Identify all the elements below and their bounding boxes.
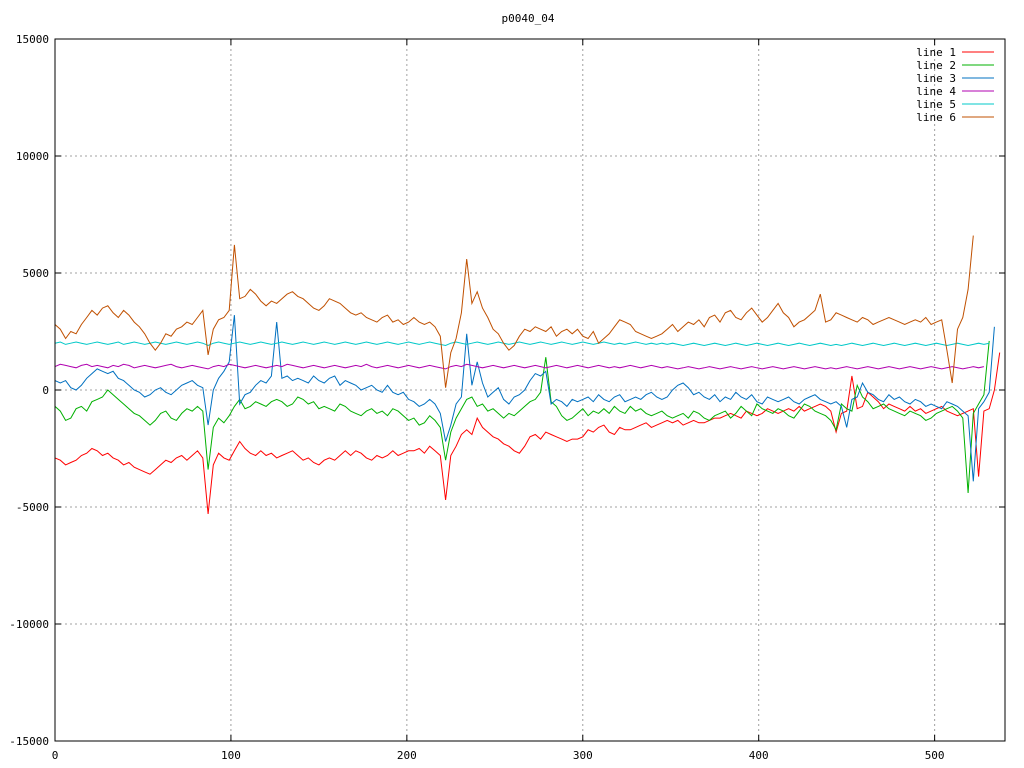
series-group [54, 235, 1001, 515]
x-tick-label: 0 [52, 749, 59, 762]
y-tick-label: -10000 [9, 618, 49, 631]
series-line-2 [54, 340, 990, 494]
axes: 0 100 200 300 400 500 -15000 -10000 -5000 0 5000 10… [9, 33, 1005, 762]
series-line-4 [54, 363, 985, 370]
x-tick-label: 200 [397, 749, 417, 762]
x-tick-label: 300 [573, 749, 593, 762]
legend-label: line 3 [916, 72, 956, 85]
y-tick-label: 5000 [23, 267, 50, 280]
series-line-1 [54, 352, 1001, 515]
legend-label: line 4 [916, 85, 956, 98]
series-line-5 [54, 341, 990, 347]
y-tick-label: 15000 [16, 33, 49, 46]
series-line-6 [54, 235, 974, 388]
y-tick-label: -15000 [9, 735, 49, 748]
chart-title: p0040_04 [502, 12, 555, 25]
x-tick-label: 100 [221, 749, 241, 762]
legend-label: line 1 [916, 46, 956, 59]
y-tick-label: 10000 [16, 150, 49, 163]
y-tick-label: 0 [42, 384, 49, 397]
grid [55, 39, 1005, 741]
legend-label: line 6 [916, 111, 956, 124]
series-line-3 [54, 315, 995, 482]
y-tick-label: -5000 [16, 501, 49, 514]
x-tick-label: 400 [749, 749, 769, 762]
legend-label: line 5 [916, 98, 956, 111]
legend-label: line 2 [916, 59, 956, 72]
x-tick-label: 500 [925, 749, 945, 762]
